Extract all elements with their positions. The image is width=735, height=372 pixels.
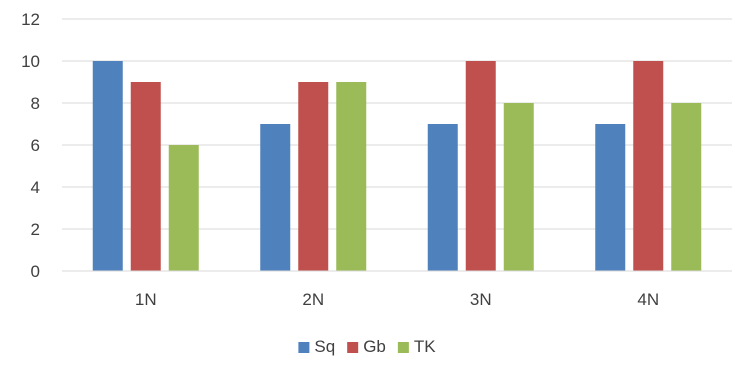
bar-sq-1n[interactable] — [92, 61, 123, 271]
legend-item-gb[interactable]: Gb — [347, 337, 386, 356]
legend-swatch — [347, 342, 359, 353]
bar-tk-2n[interactable] — [336, 82, 367, 271]
y-tick-label: 4 — [31, 178, 40, 197]
y-tick-label: 12 — [21, 10, 40, 29]
bar-gb-4n[interactable] — [633, 61, 664, 271]
bar-tk-1n[interactable] — [168, 145, 199, 271]
y-tick-label: 2 — [31, 220, 40, 239]
bar-gb-3n[interactable] — [465, 61, 496, 271]
x-tick-label: 4N — [637, 290, 659, 309]
x-tick-label: 3N — [470, 290, 492, 309]
y-tick-label: 0 — [31, 262, 40, 281]
bar-sq-2n[interactable] — [260, 124, 291, 271]
legend[interactable]: Sq Gb TK — [298, 337, 436, 356]
legend-swatch — [397, 342, 409, 353]
legend-item-sq[interactable]: Sq — [298, 337, 335, 356]
y-axis-ticks: 0 2 4 6 8 10 12 — [21, 10, 40, 281]
x-tick-label: 2N — [302, 290, 324, 309]
y-tick-label: 6 — [31, 136, 40, 155]
legend-swatch — [298, 342, 310, 353]
y-tick-label: 10 — [21, 52, 40, 71]
x-tick-label: 1N — [135, 290, 157, 309]
y-tick-label: 8 — [31, 94, 40, 113]
bar-sq-4n[interactable] — [595, 124, 626, 271]
legend-label: Sq — [314, 337, 335, 356]
bar-gb-2n[interactable] — [298, 82, 329, 271]
bar-tk-3n[interactable] — [503, 103, 534, 271]
x-axis-ticks: 1N 2N 3N 4N — [135, 290, 659, 309]
legend-label: TK — [414, 337, 436, 356]
bar-sq-3n[interactable] — [427, 124, 458, 271]
bar-tk-4n[interactable] — [671, 103, 702, 271]
legend-label: Gb — [363, 337, 386, 356]
bar-gb-1n[interactable] — [130, 82, 161, 271]
bars — [92, 61, 702, 271]
gridlines — [62, 18, 732, 230]
legend-item-tk[interactable]: TK — [397, 337, 436, 356]
